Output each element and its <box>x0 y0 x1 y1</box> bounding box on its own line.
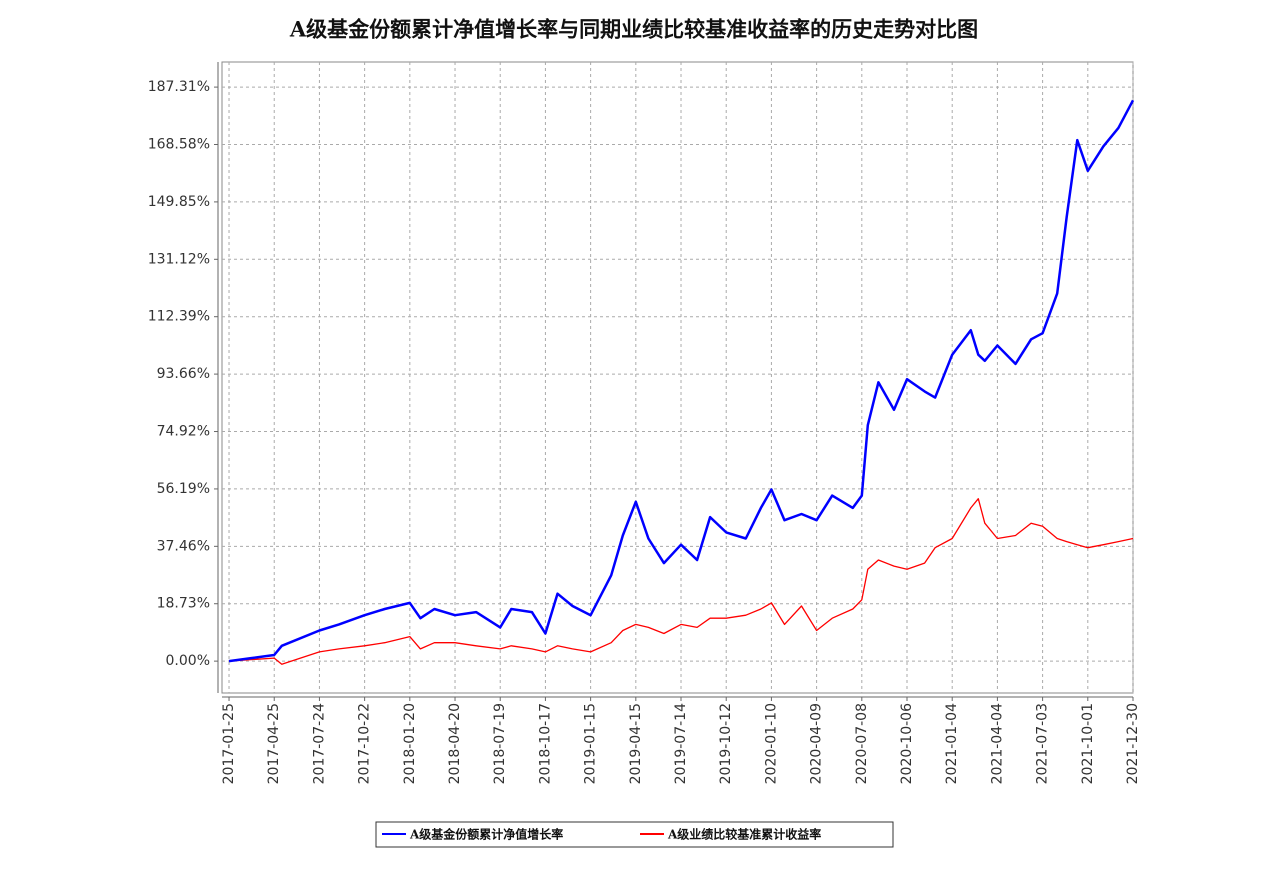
x-tick-label: 2017-07-24 <box>311 703 327 784</box>
x-tick-label: 2018-04-20 <box>447 703 463 784</box>
x-tick-label: 2021-04-04 <box>989 703 1005 784</box>
x-tick-label: 2017-10-22 <box>357 703 373 784</box>
x-tick-label: 2017-04-25 <box>266 703 282 784</box>
x-tick-label: 2017-01-25 <box>221 703 237 784</box>
plot-area <box>221 61 1134 694</box>
x-tick-label: 2019-01-15 <box>583 703 599 784</box>
y-tick-label: 18.73% <box>157 596 210 612</box>
legend-label: A级业绩比较基准累计收益率 <box>667 827 821 842</box>
y-tick-label: 74.92% <box>157 424 210 440</box>
chart-title: A级基金份额累计净值增长率与同期业绩比较基准收益率的历史走势对比图 <box>289 17 978 42</box>
x-tick-label: 2021-12-30 <box>1125 703 1141 784</box>
y-tick-label: 168.58% <box>148 136 210 152</box>
legend <box>375 821 894 848</box>
series-line <box>228 99 1135 663</box>
x-tick-label: 2019-10-12 <box>718 703 734 784</box>
y-tick-label: 131.12% <box>148 251 210 267</box>
x-tick-label: 2018-07-19 <box>492 703 508 784</box>
y-tick-label: 56.19% <box>157 481 210 497</box>
x-tick-label: 2020-07-08 <box>854 703 870 784</box>
y-tick-label: 0.00% <box>166 653 210 669</box>
x-tick-label: 2019-04-15 <box>628 703 644 784</box>
y-tick-label: 93.66% <box>157 366 210 382</box>
x-tick-label: 2021-07-03 <box>1035 703 1051 784</box>
x-tick-label: 2020-01-10 <box>763 703 779 784</box>
x-tick-label: 2018-10-17 <box>537 703 553 784</box>
y-tick-label: 37.46% <box>157 538 210 554</box>
y-tick-label: 149.85% <box>148 194 210 210</box>
x-tick-label: 2020-10-06 <box>899 703 915 784</box>
x-tick-label: 2021-01-04 <box>944 703 960 784</box>
x-tick-label: 2020-04-09 <box>809 703 825 784</box>
x-tick-label: 2019-07-14 <box>673 703 689 784</box>
y-tick-label: 112.39% <box>148 309 210 325</box>
legend-label: A级基金份额累计净值增长率 <box>409 827 563 842</box>
x-tick-label: 2018-01-20 <box>402 703 418 784</box>
y-tick-label: 187.31% <box>148 79 210 95</box>
series-line <box>228 498 1134 665</box>
x-tick-label: 2021-10-01 <box>1080 703 1096 784</box>
